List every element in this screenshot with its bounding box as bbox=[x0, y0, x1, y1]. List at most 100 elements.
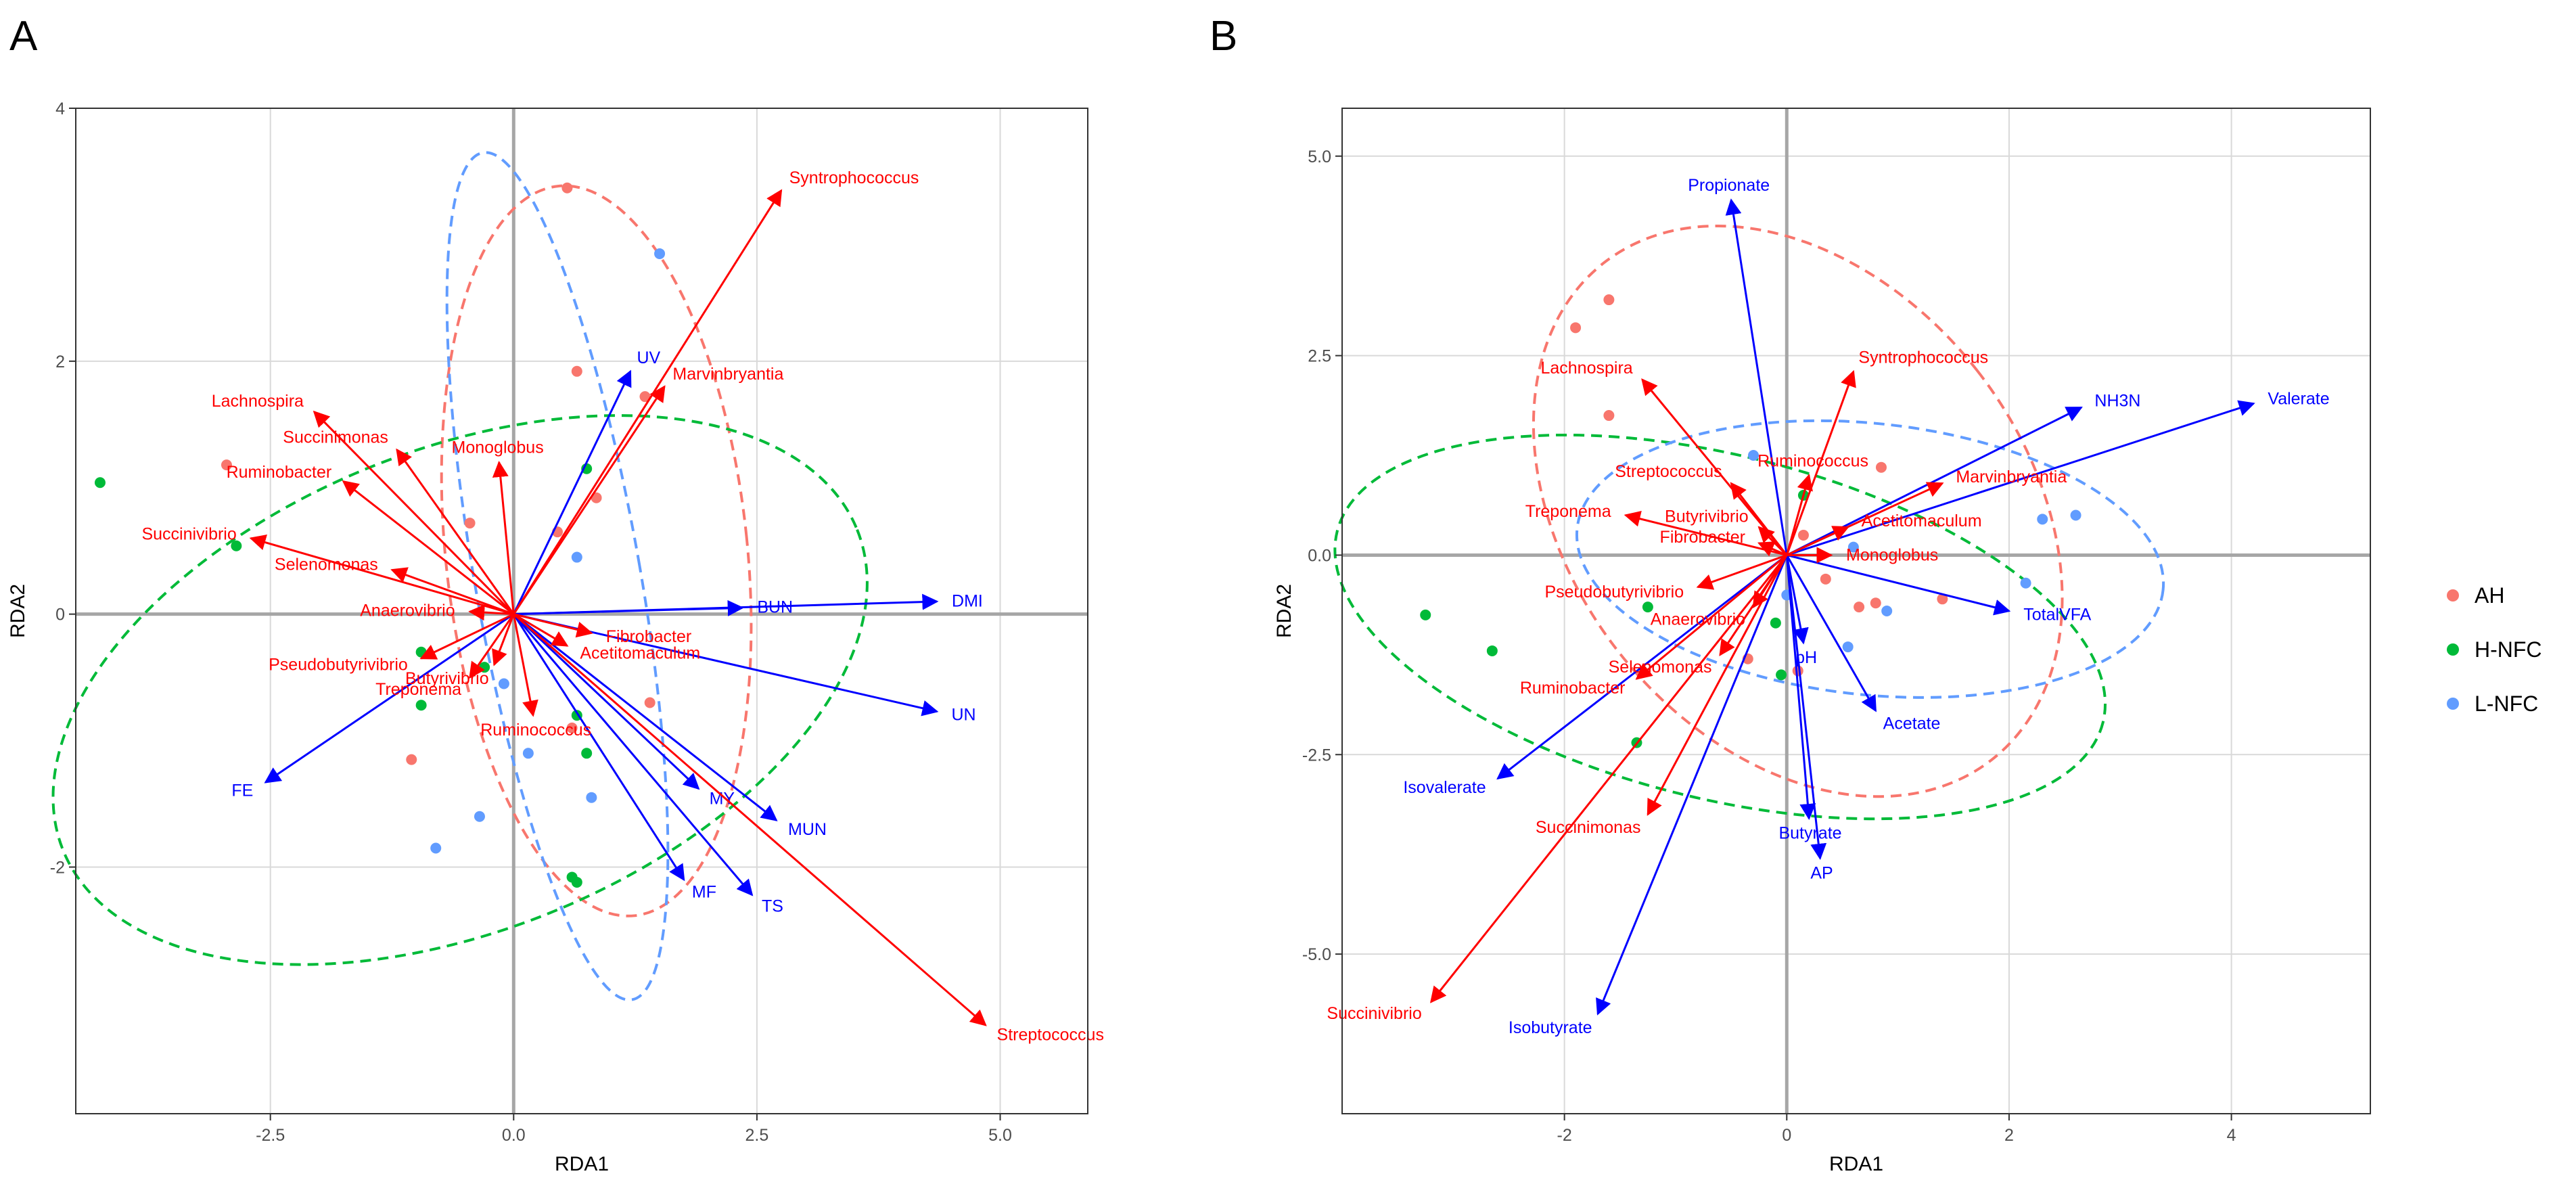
panel-a-ytick-label: -2 bbox=[50, 859, 65, 878]
panel-b-env-arrow-propionate bbox=[1725, 198, 1788, 555]
panel-a-species-arrow-lachnospira bbox=[313, 410, 515, 615]
panel-a-env-arrow-mun bbox=[513, 613, 778, 821]
legend-key-l-nfc bbox=[2447, 698, 2459, 710]
panel-b-ellipse-l-nfc bbox=[1575, 419, 2165, 699]
panel-b-point-h-nfc bbox=[1770, 617, 1781, 629]
panel-b-species-label-fibrobacter: Fibrobacter bbox=[1660, 528, 1745, 547]
panel-a-point-h-nfc bbox=[231, 540, 242, 551]
panel-a-species-label-fibrobacter: Fibrobacter bbox=[606, 627, 691, 646]
panel-b-ellipse-ah bbox=[1532, 224, 2064, 798]
panel-a-point-h-nfc bbox=[94, 477, 106, 489]
panel-a-point-ah bbox=[464, 518, 476, 529]
panel-b-species-label-butyrivibrio: Butyrivibrio bbox=[1665, 507, 1749, 526]
legend-label-l-nfc: L-NFC bbox=[2475, 691, 2538, 716]
panel-b-point-l-nfc bbox=[2020, 577, 2031, 589]
panel-a-ellipse-l-nfc bbox=[445, 151, 670, 1001]
panel-b-species-label-selenomonas: Selenomonas bbox=[1609, 658, 1712, 677]
legend-label-h-nfc: H-NFC bbox=[2475, 637, 2542, 662]
panel-a-species-arrow-fibrobacter bbox=[513, 613, 593, 638]
panel-b-ytick-label: -2.5 bbox=[1302, 746, 1331, 765]
panel-a-yaxis-title: RDA2 bbox=[7, 584, 29, 638]
panel-b-species-label-acetitomaculum: Acetitomaculum bbox=[1862, 512, 1982, 530]
panel-a-species-arrow-streptococcus bbox=[513, 613, 987, 1026]
panel-a-species-arrow-pseudobutyrivibrio bbox=[419, 613, 514, 660]
panel-b-species-label-monoglobus: Monoglobus bbox=[1846, 545, 1938, 564]
panel-a-point-ah bbox=[561, 182, 573, 194]
panel-b-species-arrow-ruminobacter bbox=[1635, 554, 1788, 680]
panel-a-point-l-nfc bbox=[522, 748, 534, 759]
panel-b-point-ah bbox=[1820, 573, 1831, 585]
panel-a-point-l-nfc bbox=[654, 248, 666, 259]
panel-b-env-arrow-valerate bbox=[1786, 400, 2255, 556]
panel-a-point-l-nfc bbox=[474, 811, 485, 822]
panel-a-ytick-label: 0 bbox=[55, 606, 65, 625]
panel-a-xtick-label: 0.0 bbox=[502, 1126, 526, 1145]
panel-b-xtick-label: 4 bbox=[2227, 1126, 2236, 1145]
panel-b-point-h-nfc bbox=[1486, 645, 1498, 656]
panel-b-point-l-nfc bbox=[1847, 541, 1859, 553]
panel-a-species-arrow-acetitomaculum bbox=[513, 613, 569, 647]
panel-b-env-arrow-ph bbox=[1785, 555, 1809, 645]
panel-a-point-l-nfc bbox=[430, 842, 442, 854]
panel-a-species-label-acetitomaculum: Acetitomaculum bbox=[580, 644, 700, 663]
panel-b-species-label-syntrophococcus: Syntrophococcus bbox=[1858, 348, 1988, 367]
legend-key-h-nfc bbox=[2447, 643, 2459, 656]
panel-a-point-l-nfc bbox=[586, 792, 597, 803]
panel-a-env-label-uv: UV bbox=[637, 348, 660, 367]
panel-b-species-arrow-syntrophococcus bbox=[1785, 369, 1856, 555]
panel-a-env-arrow-bun bbox=[513, 599, 744, 616]
panel-a-frame bbox=[75, 108, 1088, 1114]
panel-a-species-arrow-marvinbryantia bbox=[513, 385, 666, 615]
panel-b-species-arrow-ruminococcus bbox=[1785, 474, 1813, 555]
panel-a-env-arrow-uv bbox=[512, 369, 632, 615]
panel-b-env-arrow-acetate bbox=[1785, 554, 1877, 712]
panel-b-point-ah bbox=[1875, 461, 1887, 473]
panel-a-species-arrow-anaerovibrio bbox=[468, 604, 514, 621]
panel-a-env-label-fe: FE bbox=[231, 781, 253, 800]
panel-b-env-label-isovalerate: Isovalerate bbox=[1403, 778, 1486, 797]
panel-a-point-ah bbox=[644, 697, 656, 708]
panel-b-species-label-succinivibrio: Succinivibrio bbox=[1327, 1004, 1421, 1023]
panel-b-species-arrow-fibrobacter bbox=[1757, 541, 1787, 557]
panel-b-species-label-streptococcus: Streptococcus bbox=[1615, 462, 1722, 481]
panel-b-point-ah bbox=[1792, 665, 1803, 677]
panel-b-species-arrow-succinimonas bbox=[1647, 554, 1788, 816]
panel-a-env-label-un: UN bbox=[951, 706, 975, 725]
panel-a-species-label-ruminobacter: Ruminobacter bbox=[227, 463, 332, 482]
panel-a-species-label-monoglobus: Monoglobus bbox=[452, 438, 544, 457]
panel-a-env-label-ts: TS bbox=[762, 897, 783, 915]
panel-b-xtick-label: -2 bbox=[1557, 1126, 1572, 1145]
panel-a-species-arrow-monoglobus bbox=[492, 460, 515, 614]
panel-b-point-l-nfc bbox=[2037, 514, 2048, 525]
panel-a-env-arrow-mf bbox=[513, 613, 685, 882]
legend-label-ah: AH bbox=[2475, 583, 2504, 608]
panel-b-species-label-treponema: Treponema bbox=[1525, 502, 1611, 521]
panel-b-species-arrow-butyrivibrio bbox=[1757, 526, 1788, 556]
panel-a-point-ah bbox=[406, 754, 417, 765]
panel-b-point-ah bbox=[1570, 322, 1582, 334]
panel-a-env-label-bun: BUN bbox=[757, 598, 793, 617]
panel-b-point-ah bbox=[1870, 597, 1881, 609]
panel-a-species-label-marvinbryantia: Marvinbryantia bbox=[672, 365, 783, 384]
panel-b-species-arrow-lachnospira bbox=[1641, 378, 1788, 556]
panel-b-env-arrow-ap bbox=[1785, 555, 1827, 860]
panel-a-point-ah bbox=[571, 365, 582, 377]
panel-a-env-arrow-ts bbox=[513, 613, 754, 897]
panel-a-species-label-selenomonas: Selenomonas bbox=[275, 555, 378, 574]
panel-a-xtick-label: 2.5 bbox=[745, 1126, 769, 1145]
panel-b-species-arrow-selenomonas bbox=[1719, 554, 1788, 656]
panel-a-species-label-streptococcus: Streptococcus bbox=[997, 1026, 1104, 1045]
panel-a-species-label-pseudobutyrivibrio: Pseudobutyrivibrio bbox=[269, 656, 408, 675]
panel-a-species-arrow-butyrivibrio bbox=[492, 614, 515, 666]
panel-b-ytick-label: 5.0 bbox=[1308, 148, 1331, 166]
panel-b-env-label-isobutyrate: Isobutyrate bbox=[1509, 1018, 1592, 1037]
panel-a-point-ah bbox=[221, 459, 232, 471]
panel-b-point-l-nfc bbox=[1748, 450, 1759, 461]
panel-b-point-ah bbox=[1797, 529, 1809, 541]
panel-b-xtick-label: 0 bbox=[1782, 1126, 1791, 1145]
panel-b-species-label-ruminococcus: Ruminococcus bbox=[1757, 451, 1868, 470]
panel-b-point-ah bbox=[1603, 294, 1615, 306]
panel-b-ytick-label: 2.5 bbox=[1308, 347, 1331, 366]
panel-b-species-arrow-streptococcus bbox=[1730, 482, 1788, 556]
panel-b-species-label-ruminobacter: Ruminobacter bbox=[1520, 679, 1626, 698]
